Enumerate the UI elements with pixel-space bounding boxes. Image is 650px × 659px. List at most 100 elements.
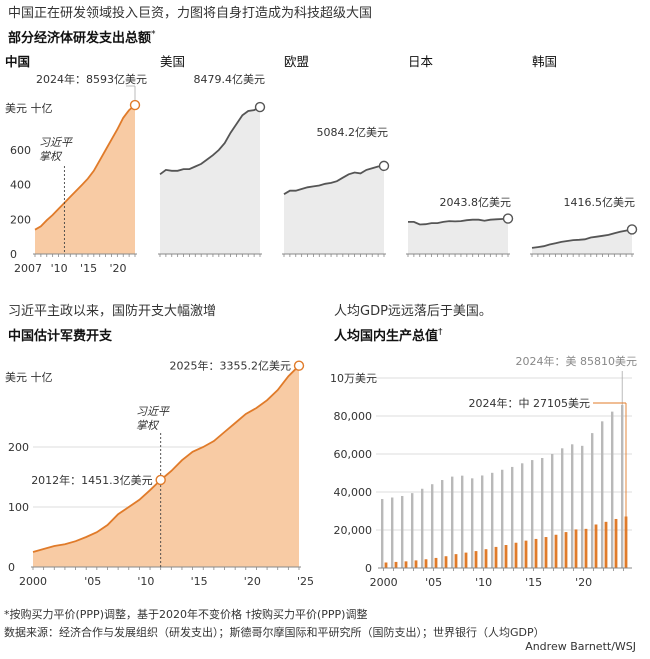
rd-area-3 xyxy=(408,218,508,254)
gdp-bar-us xyxy=(501,469,504,568)
rd-ytick-label: 200 xyxy=(10,213,31,226)
gdp-bar-cn xyxy=(554,534,558,568)
gdp-bar-cn xyxy=(474,551,478,568)
gdp-bar-cn xyxy=(604,521,608,568)
gdp-bar-us xyxy=(591,433,594,568)
defense-xtick-label: '25 xyxy=(297,575,314,588)
defense-xtick-label: '20 xyxy=(244,575,261,588)
rd-panel-label-0: 中国 xyxy=(5,54,30,69)
gdp-bar-us xyxy=(561,448,564,568)
rd-annotation-2: 5084.2亿美元 xyxy=(317,126,389,139)
rd-end-marker-4 xyxy=(626,224,638,235)
gdp-bar-us xyxy=(551,454,554,568)
rd-annotation-1: 8479.4亿美元 xyxy=(194,73,266,86)
gdp-bar-us xyxy=(471,478,474,568)
rd-line-1 xyxy=(159,106,261,176)
gdp-bar-cn xyxy=(454,554,458,568)
gdp-bar-us xyxy=(391,497,394,568)
gdp-bar-us xyxy=(441,480,444,568)
defense-ytick-label: 0 xyxy=(8,561,15,574)
gdp-ytick-label: 40,000 xyxy=(334,486,373,499)
gdp-bar-cn xyxy=(524,540,528,568)
gdp-bar-cn xyxy=(444,556,448,568)
defense-2012-annotation: 2012年：1451.3亿美元 xyxy=(31,473,152,487)
rd-chart-title: 部分经济体研发支出总额* xyxy=(8,27,156,46)
rd-xtick-label: '15 xyxy=(80,262,97,275)
rd-unit-label: 美元 十亿 xyxy=(5,101,53,115)
gdp-bar-us xyxy=(421,488,424,568)
rd-line-4 xyxy=(531,228,633,249)
rd-line-0 xyxy=(34,104,136,231)
rd-annotation-4: 1416.5亿美元 xyxy=(564,196,636,209)
rd-end-marker-0 xyxy=(129,99,141,111)
gdp-bar-us xyxy=(431,484,434,568)
defense-ytick-label: 100 xyxy=(8,501,29,514)
gdp-chart-title: 人均国内生产总值† xyxy=(334,325,443,344)
gdp-ytick-top-label: 10万美元 xyxy=(330,372,377,385)
gdp-bar-cn xyxy=(544,537,548,568)
defense-2025-marker xyxy=(293,360,305,371)
defense-area xyxy=(33,365,299,567)
gdp-bar-cn xyxy=(564,532,568,568)
gdp-bar-cn xyxy=(414,560,418,568)
gdp-chart-title-text: 人均国内生产总值 xyxy=(334,329,439,344)
defense-ytick-label: 200 xyxy=(8,441,29,454)
gdp-bar-us xyxy=(531,460,534,568)
rd-xtick-label: '10 xyxy=(51,262,68,275)
gdp-bar-cn xyxy=(394,561,398,568)
gdp-bar-us xyxy=(381,499,384,568)
gdp-ytick-label: 0 xyxy=(365,562,372,575)
gdp-xtick-label: 2000 xyxy=(370,576,398,589)
defense-xi-label-1: 习近平 xyxy=(136,405,170,418)
defense-xtick-label: '15 xyxy=(191,575,208,588)
gdp-bar-us xyxy=(521,463,524,568)
rd-end-marker-2 xyxy=(378,160,390,172)
rd-ytick-label: 0 xyxy=(10,248,17,261)
rd-ytick-label: 600 xyxy=(10,144,31,157)
rd-line-2 xyxy=(283,165,385,195)
gdp-cn-annotation: 2024年：中 27105美元 xyxy=(469,396,590,410)
gdp-bar-us xyxy=(401,495,404,568)
defense-xtick-label: 2000 xyxy=(19,575,47,588)
rd-xi-label-2: 掌权 xyxy=(39,150,63,163)
header-subtitle: 中国正在研发领域投入巨资，力图将自身打造成为科技超级大国 xyxy=(8,6,373,21)
rd-line-3 xyxy=(408,217,509,226)
rd-xtick-label: '20 xyxy=(109,262,126,275)
gdp-bar-cn xyxy=(494,546,498,568)
gdp-bar-chart: 2000 '05 '10 '15 '20 0 20,000 40,000 60,000 80,00… xyxy=(330,354,637,589)
gdp-bar-us xyxy=(411,493,414,568)
gdp-bar-cn xyxy=(504,545,508,568)
gdp-us-annotation: 2024年：美 85810美元 xyxy=(516,354,637,368)
rd-annotation-0: 2024年：8593亿美元 xyxy=(36,72,147,86)
gdp-bar-us xyxy=(541,457,544,568)
credit: Andrew Barnett/WSJ xyxy=(525,640,636,653)
gdp-bar-cn xyxy=(624,516,628,568)
data-sources: 数据来源：经济合作与发展组织（研发支出）；斯德哥尔摩国际和平研究所（国防支出）；… xyxy=(4,626,545,639)
gdp-bar-cn xyxy=(534,538,538,568)
gdp-bar-cn xyxy=(614,518,618,568)
gdp-bar-us xyxy=(571,444,574,568)
gdp-subtitle: 人均GDP远远落后于美国。 xyxy=(334,304,492,319)
gdp-bar-cn xyxy=(434,557,438,568)
rd-xtick-label: 2007 xyxy=(14,262,42,275)
gdp-xtick-label: '15 xyxy=(525,576,542,589)
rd-annotation-3: 2043.8亿美元 xyxy=(440,196,512,209)
rd-panel-label-4: 韩国 xyxy=(532,54,557,69)
gdp-bar-us xyxy=(601,421,604,568)
gdp-bar-cn xyxy=(404,561,408,568)
gdp-bar-cn xyxy=(574,529,578,568)
gdp-bar-us xyxy=(581,445,584,568)
rd-area-2 xyxy=(284,165,384,254)
gdp-bar-cn xyxy=(584,528,588,568)
gdp-bar-cn xyxy=(594,524,598,568)
rd-area-0 xyxy=(35,105,135,254)
rd-ytick-label: 400 xyxy=(10,179,31,192)
gdp-bar-us xyxy=(481,475,484,568)
footnote: *按购买力平价(PPP)调整，基于2020年不变价格 †按购买力平价(PPP)调… xyxy=(4,608,368,621)
defense-xtick-label: '05 xyxy=(84,575,101,588)
gdp-xtick-label: '10 xyxy=(475,576,492,589)
gdp-ytick-label: 80,000 xyxy=(334,410,373,423)
defense-subtitle: 习近平主政以来，国防开支大幅激增 xyxy=(8,304,217,319)
defense-unit-label: 美元 十亿 xyxy=(5,370,53,384)
defense-2012-marker xyxy=(155,474,166,486)
